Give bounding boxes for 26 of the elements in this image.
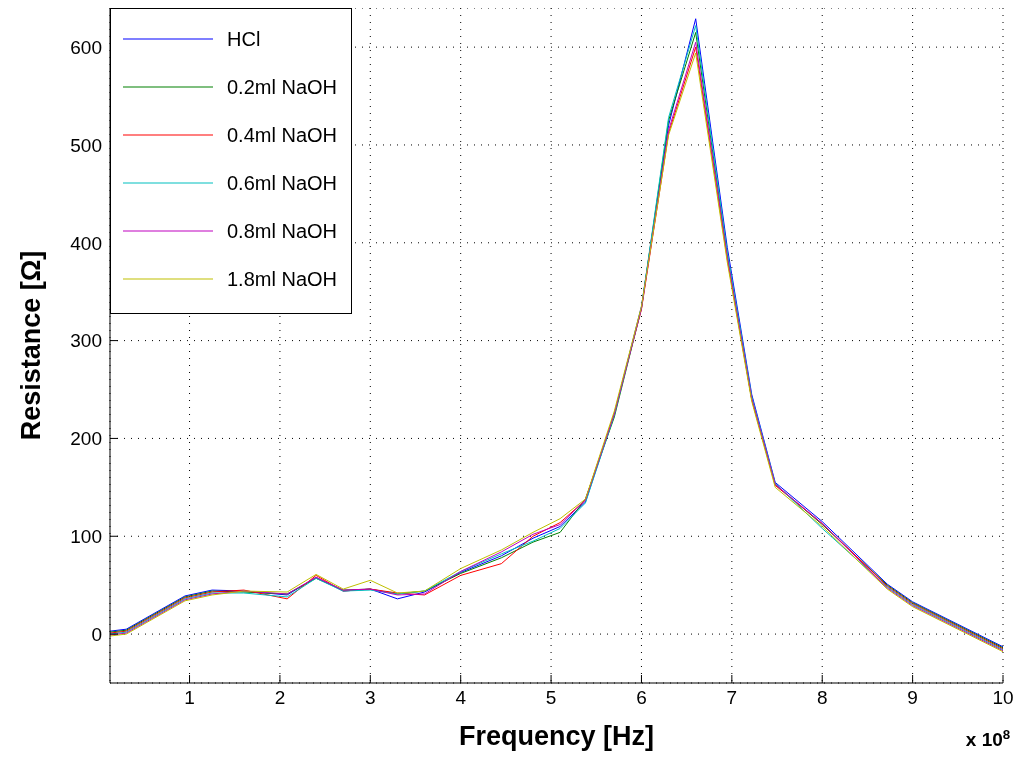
x-tick-label: 9 [907,687,918,709]
legend-label: 0.6ml NaOH [227,171,338,195]
y-tick-label: 500 [70,134,102,156]
x-tick-label: 4 [455,687,467,709]
x-tick-label: 3 [365,687,376,709]
legend-label: HCl [227,27,261,51]
x-tick-label: 1 [184,687,195,709]
legend-label: 0.8ml NaOH [227,219,338,243]
y-tick-label: 0 [91,623,102,645]
x-tick-label: 5 [545,687,557,709]
text: x 10$^{8}$ [965,726,1011,750]
y-tick-label: 200 [70,428,102,450]
legend-label: 0.4ml NaOH [227,123,338,147]
y-tick-label: 400 [70,232,102,254]
x-axis-title: Frequency [Hz] [458,721,655,751]
legend-label: 0.2ml NaOH [227,75,338,99]
y-tick-label: 300 [70,330,102,352]
x-tick-label: 7 [726,687,738,709]
legend-label: 1.8ml NaOH [227,267,338,291]
x-tick-label: 10 [992,687,1014,709]
y-tick-label: 100 [70,526,102,548]
y-axis-title: Resistance [Ω] [15,250,46,441]
x-tick-label: 8 [816,687,828,709]
x-tick-label: 2 [274,687,286,709]
y-tick-label: 600 [70,36,102,58]
x-tick-label: 6 [636,687,647,709]
